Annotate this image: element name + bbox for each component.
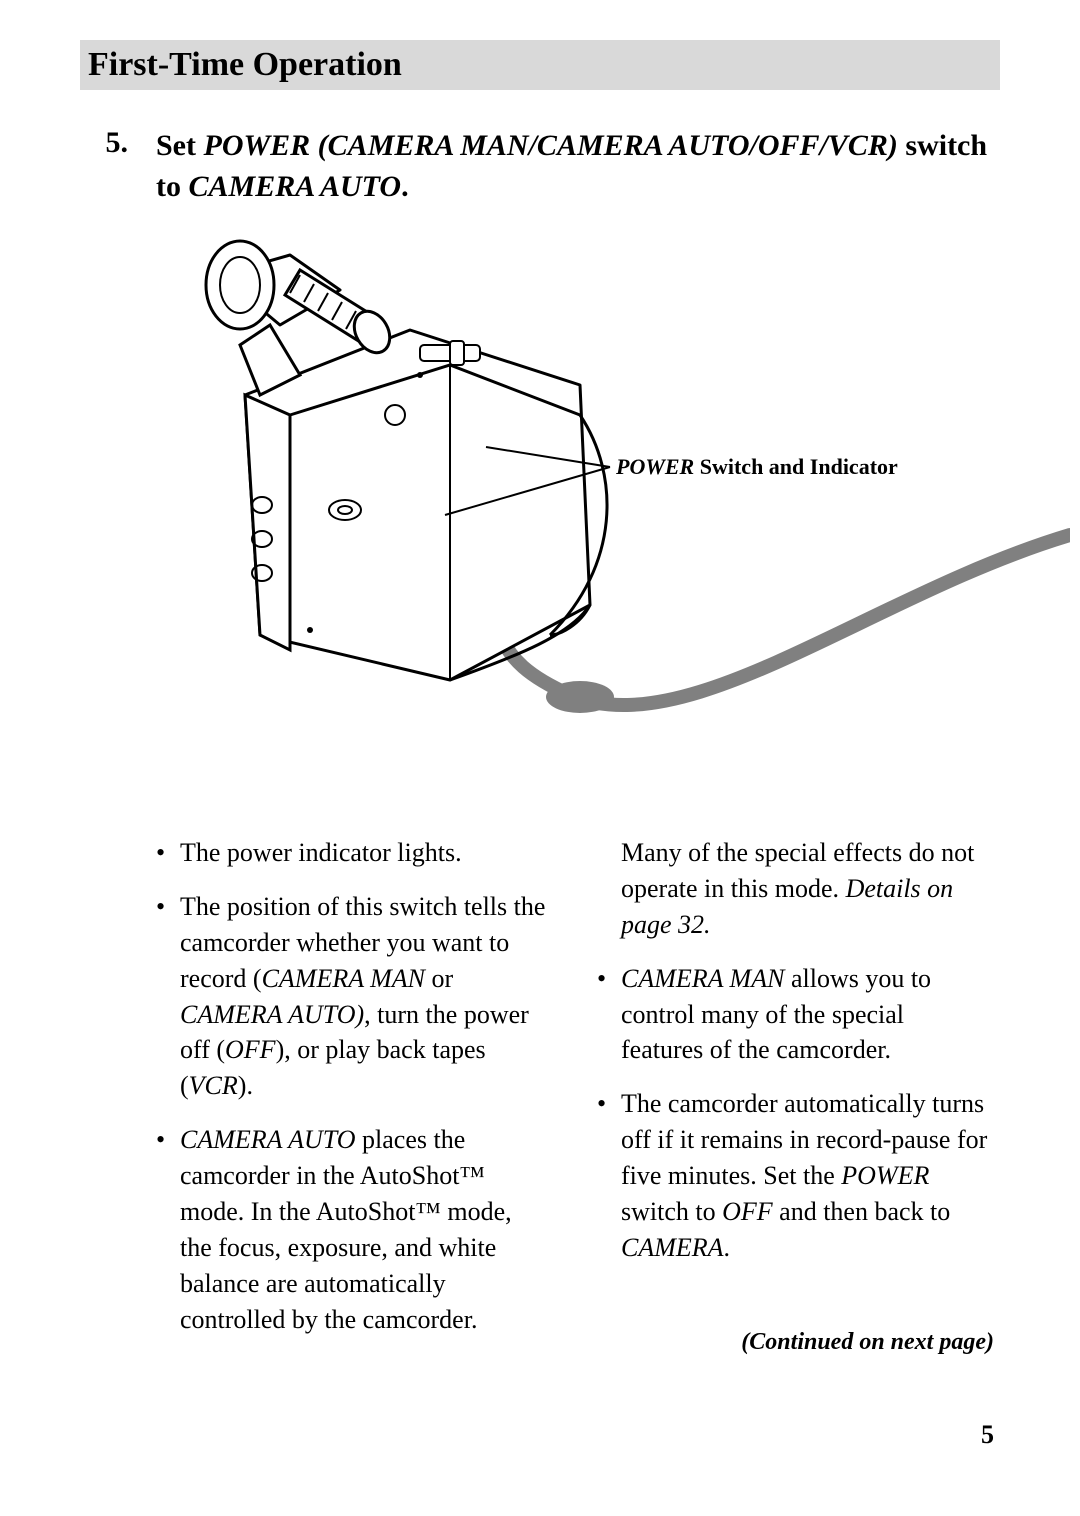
plain-text: ). — [238, 1071, 253, 1100]
italic-text: CAMERA — [621, 1233, 724, 1262]
italic-text: OFF — [225, 1035, 276, 1064]
step-target: CAMERA AUTO — [189, 170, 402, 203]
page: First-Time Operation 5. Set POWER (CAMER… — [0, 0, 1080, 1516]
right-lead-paragraph: Many of the special effects do not opera… — [595, 835, 990, 943]
italic-text: OFF — [722, 1197, 773, 1226]
left-column: The power indicator lights. The position … — [154, 835, 549, 1355]
italic-text: CAMERA MAN — [262, 964, 425, 993]
plain-text: The camcorder automatically turns off if… — [621, 1089, 987, 1190]
step-power-label: POWER (CAMERA MAN/CAMERA AUTO/OFF/VCR) — [204, 129, 898, 162]
plain-text: places the camcorder in the AutoShot™ mo… — [180, 1125, 512, 1333]
step-text: Set POWER (CAMERA MAN/CAMERA AUTO/OFF/VC… — [156, 126, 1000, 207]
italic-text: VCR — [189, 1071, 238, 1100]
figure: POWER Switch and Indicator — [150, 215, 1070, 775]
list-item: The power indicator lights. — [154, 835, 549, 871]
step-suffix: . — [401, 170, 409, 203]
section-title: First-Time Operation — [88, 46, 992, 84]
right-column: Many of the special effects do not opera… — [595, 835, 990, 1355]
italic-text: CAMERA AUTO) — [180, 1000, 364, 1029]
plain-text: and then back to — [773, 1197, 951, 1226]
italic-text: POWER — [841, 1161, 929, 1190]
section-title-bar: First-Time Operation — [80, 40, 1000, 90]
body-columns: The power indicator lights. The position … — [80, 835, 1000, 1355]
list-item: The position of this switch tells the ca… — [154, 889, 549, 1104]
italic-text: CAMERA MAN — [621, 964, 784, 993]
plain-text: or — [425, 964, 453, 993]
continued-label: (Continued on next page) — [741, 1329, 994, 1356]
page-number: 5 — [981, 1420, 994, 1450]
right-bullet-list: CAMERA MAN allows you to control many of… — [595, 961, 990, 1266]
list-item: The camcorder automatically turns off if… — [595, 1086, 990, 1265]
italic-text: CAMERA AUTO — [180, 1125, 356, 1154]
left-bullet-list: The power indicator lights. The position … — [154, 835, 549, 1337]
callout-rest: Switch and Indicator — [694, 454, 898, 479]
callout-label: POWER Switch and Indicator — [616, 453, 898, 481]
step-prefix: Set — [156, 129, 204, 162]
step-row: 5. Set POWER (CAMERA MAN/CAMERA AUTO/OFF… — [80, 126, 1000, 207]
plain-text: The power indicator lights. — [180, 838, 462, 867]
list-item: CAMERA MAN allows you to control many of… — [595, 961, 990, 1069]
plain-text: switch to — [621, 1197, 722, 1226]
list-item: CAMERA AUTO places the camcorder in the … — [154, 1122, 549, 1337]
camcorder-illustration — [150, 215, 1070, 775]
step-number: 5. — [96, 126, 128, 207]
plain-text: . — [724, 1233, 731, 1262]
callout-power: POWER — [616, 454, 694, 479]
